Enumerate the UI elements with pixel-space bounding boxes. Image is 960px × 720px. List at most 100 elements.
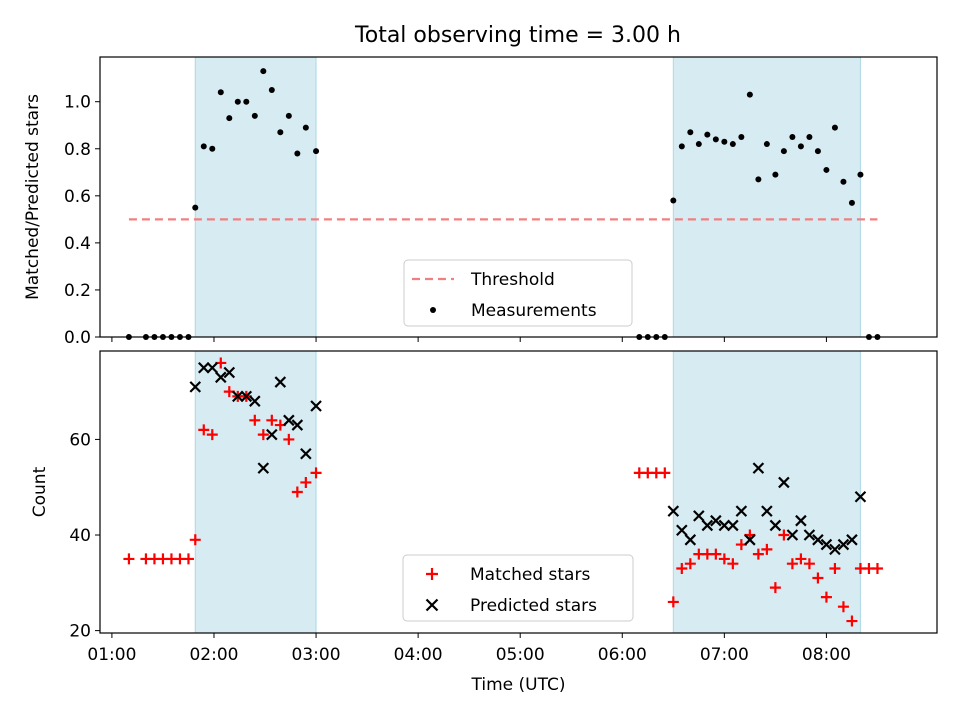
matched-star-point [283, 433, 295, 445]
predicted-star-point [752, 462, 765, 474]
measurement-point [277, 129, 284, 136]
matched-star-point [257, 429, 269, 441]
matched-star-point [846, 615, 858, 627]
measurement-point [831, 124, 838, 131]
matched-star-point [786, 558, 798, 570]
matched-star-point [812, 572, 824, 584]
matched-star-point [829, 562, 841, 574]
predicted-star-point [240, 390, 253, 403]
measurement-point [687, 129, 694, 136]
matched-star-point [710, 548, 722, 560]
predicted-star-point [189, 381, 202, 393]
measurement-point [763, 141, 770, 148]
top-y-tick-label: 0.4 [64, 234, 91, 254]
measurement-point [313, 148, 320, 155]
x-tick-label: 03:00 [292, 645, 341, 665]
x-tick-label: 06:00 [598, 645, 647, 665]
measurement-point [670, 197, 677, 204]
matched-stars-series [123, 357, 883, 627]
predicted-star-point [291, 419, 304, 431]
top-observing-window-1 [194, 56, 317, 338]
predicted-star-point [266, 428, 278, 441]
matched-star-point [291, 486, 303, 498]
matched-star-point [820, 591, 832, 603]
legend-measurement-swatch [430, 307, 436, 313]
x-tick-label: 07:00 [700, 645, 749, 665]
bottom-legend-box [402, 554, 634, 622]
measurement-point [848, 199, 855, 206]
top-y-tick-label: 0.6 [64, 187, 91, 207]
predicted-star-point [215, 371, 227, 384]
legend-label: Predicted stars [470, 596, 597, 616]
measurement-point [797, 143, 804, 150]
predicted-star-point [829, 543, 841, 556]
legend-label: Measurements [471, 301, 597, 321]
predicted-star-point [795, 514, 807, 527]
measurement-point [260, 68, 267, 75]
predicted-star-point [684, 534, 697, 546]
predicted-star-point [274, 376, 287, 388]
matched-star-point [718, 553, 730, 565]
predicted-star-point [310, 400, 322, 412]
matched-star-point [752, 548, 764, 560]
top-legend-box [403, 259, 633, 327]
measurement-point [209, 145, 216, 152]
predicted-star-point [206, 361, 219, 374]
x-tick-label: 08:00 [802, 645, 851, 665]
matched-star-point [300, 476, 312, 488]
bottom-y-tick-label: 40 [69, 526, 91, 546]
measurement-point [755, 176, 762, 183]
predicted-star-point [735, 505, 748, 517]
x-tick-label: 01:00 [87, 645, 136, 665]
bottom-y-axis-label: Count [30, 466, 50, 517]
predicted-star-point [846, 534, 858, 546]
measurement-point [234, 98, 241, 105]
measurement-point [268, 86, 275, 93]
top-observing-window-2 [672, 56, 861, 338]
predicted-stars-series [189, 361, 867, 556]
matched-star-point [761, 543, 773, 555]
predicted-star-point [778, 476, 790, 489]
predicted-star-point [820, 538, 833, 551]
predicted-star-point [854, 491, 867, 503]
bottom-y-tick-label: 60 [69, 430, 91, 450]
measurement-point [738, 134, 745, 140]
matched-star-point [310, 467, 322, 479]
matched-star-point [266, 414, 278, 426]
matched-star-point [684, 558, 696, 570]
x-tick-label: 04:00 [394, 645, 443, 665]
top-y-tick-label: 0.2 [64, 281, 91, 301]
measurement-point [772, 171, 779, 178]
bottom-y-tick-label: 20 [69, 622, 91, 642]
matched-star-point [795, 553, 807, 565]
matched-star-point [778, 529, 790, 541]
predicted-star-point [718, 519, 731, 532]
measurement-point [226, 115, 233, 122]
predicted-star-point [744, 534, 756, 546]
bottom-axes-frame [99, 350, 938, 634]
matched-star-point [249, 414, 261, 426]
predicted-star-point [786, 529, 799, 541]
measurement-point [789, 134, 796, 140]
measurement-point [294, 150, 301, 157]
measurement-point [857, 171, 864, 178]
matched-star-point [198, 424, 210, 436]
measurement-point [285, 112, 292, 119]
measurement-point [200, 143, 207, 150]
matched-star-point [659, 467, 671, 479]
matched-star-point [667, 596, 679, 608]
predicted-star-point [300, 447, 312, 460]
measurement-point [251, 112, 258, 119]
predicted-star-point [761, 505, 773, 517]
x-tick-label: 05:00 [496, 645, 545, 665]
predicted-star-point [803, 529, 816, 541]
top-y-tick-label: 0.8 [64, 140, 91, 160]
predicted-star-point [667, 505, 680, 517]
legend-predicted-swatch [425, 598, 439, 612]
legend-label: Threshold [470, 270, 555, 290]
measurement-point [823, 166, 830, 173]
measurement-point [695, 141, 702, 148]
top-y-tick-label: 1.0 [64, 93, 91, 113]
top-legend: Threshold Measurements [403, 259, 633, 327]
